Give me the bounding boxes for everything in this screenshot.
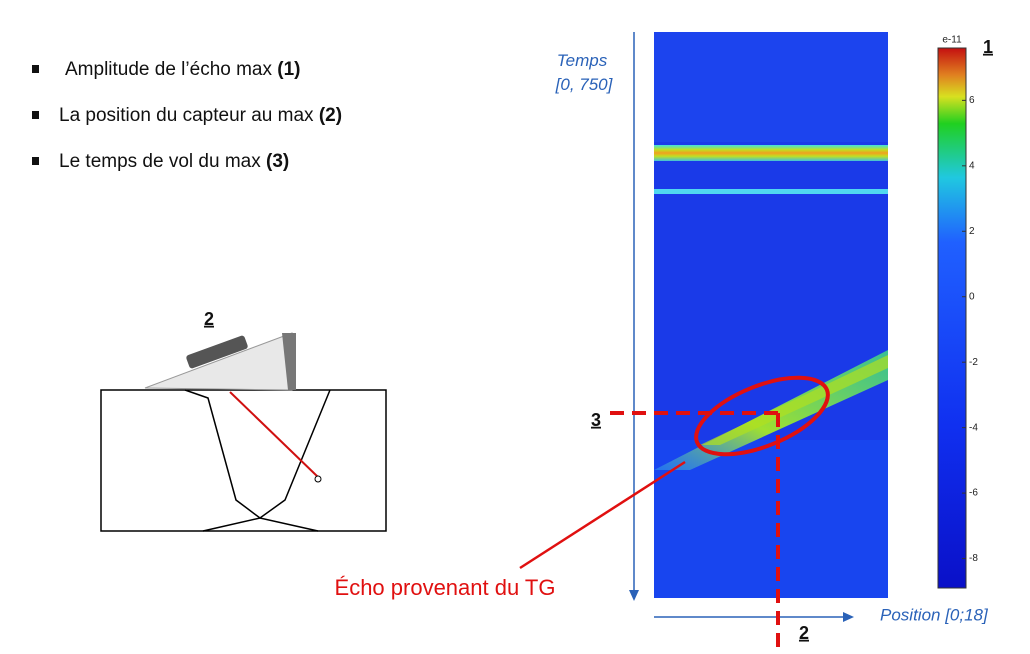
colorbar-tick-label: -2 xyxy=(969,357,978,368)
colorbar-exponent: e-11 xyxy=(942,35,962,46)
bullet-body: Le temps de vol du max xyxy=(59,151,261,172)
colorbar-tick-label: 2 xyxy=(969,226,975,237)
probe-label: 2 xyxy=(204,309,214,329)
axis-arrows xyxy=(629,32,854,622)
bullet xyxy=(32,65,39,73)
time-marker: 3 xyxy=(591,410,601,430)
echo-label: Écho provenant du TG xyxy=(335,575,556,600)
bullet-ref: (3) xyxy=(266,151,289,172)
colorbar-tick-label: -4 xyxy=(969,422,978,433)
position-axis-label: Position [0;18] xyxy=(880,605,989,624)
amplitude-marker: 1 xyxy=(983,37,993,57)
colorbar-tick-label: 6 xyxy=(969,95,975,106)
bullet-text: Amplitude de l’écho max (1) xyxy=(65,59,301,80)
colorbar-tick-label: -6 xyxy=(969,488,978,499)
bscan-image xyxy=(654,32,888,598)
colorbar-ticks: 6 4 2 0 -2 -4 -6 -8 xyxy=(962,95,978,564)
time-axis-label: Temps [0, 750] xyxy=(555,51,614,94)
bullet-ref: (2) xyxy=(319,105,342,126)
bullet-body: Amplitude de l’écho max xyxy=(65,59,272,80)
bullet-text: Le temps de vol du max (3) xyxy=(59,151,289,172)
bullet-body: La position du capteur au max xyxy=(59,105,314,126)
colorbar-tick-label: 4 xyxy=(969,160,975,171)
weld-diagram xyxy=(100,332,387,532)
max-markers xyxy=(519,375,830,648)
colorbar-tick-label: -8 xyxy=(969,553,978,564)
colorbar-tick-label: 0 xyxy=(969,291,975,302)
colorbar xyxy=(937,47,967,589)
bullet-list: Amplitude de l’écho max (1) La position d… xyxy=(32,59,342,172)
bullet xyxy=(32,157,39,165)
bullet xyxy=(32,111,39,119)
bullet-ref: (1) xyxy=(277,59,300,80)
bullet-text: La position du capteur au max (2) xyxy=(59,105,342,126)
position-marker: 2 xyxy=(799,623,809,643)
